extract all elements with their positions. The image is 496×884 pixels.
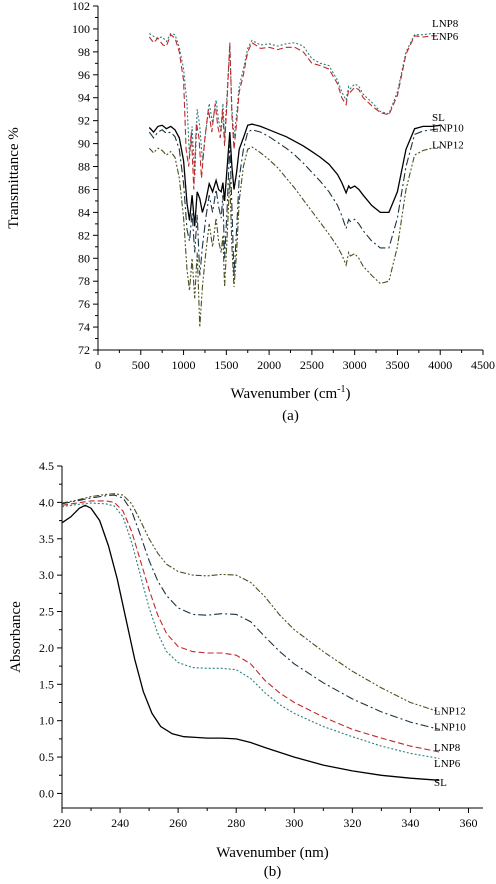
x-tick-label: 3000 xyxy=(343,358,367,372)
y-tick-label: 86 xyxy=(78,182,90,196)
y-tick-label: 74 xyxy=(78,320,90,334)
x-axis-title-text: Wavenumber (nm) xyxy=(216,845,329,861)
x-tick-label: 3500 xyxy=(385,358,409,372)
series-label-sl: SL xyxy=(434,777,447,789)
y-tick-label: 88 xyxy=(78,160,90,174)
series-line-lnp12 xyxy=(148,146,441,328)
x-tick-label: 4500 xyxy=(471,358,495,372)
x-tick-label: 300 xyxy=(285,816,303,830)
chart-panel-a: 0 500 1000 1500 2000 2500 3000 3500 4000 4500 72 74… xyxy=(6,0,495,424)
series-line-lnp10 xyxy=(61,494,440,730)
x-axis-title: Wavenumber (cm-1) xyxy=(230,384,350,402)
series-label-lnp10: LNP10 xyxy=(432,123,464,135)
series-label-lnp12: LNP12 xyxy=(432,140,464,152)
y-tick-label: 76 xyxy=(78,297,90,311)
series-label-lnp10: LNP10 xyxy=(434,722,466,734)
x-tick-label: 1500 xyxy=(214,358,238,372)
x-tick-label: 320 xyxy=(343,816,361,830)
y-tick-label: 3.0 xyxy=(39,568,54,582)
x-axis-title-close: ) xyxy=(346,386,351,402)
y-tick-label: 1.0 xyxy=(39,714,54,728)
series-label-sl: SL xyxy=(432,112,445,124)
x-tick-label: 280 xyxy=(227,816,245,830)
y-tick-label: 80 xyxy=(78,251,90,265)
y-tick-label: 98 xyxy=(78,45,90,59)
x-tick-label: 360 xyxy=(459,816,477,830)
y-tick-label: 1.5 xyxy=(39,677,54,691)
series-label-lnp8: LNP8 xyxy=(432,18,459,30)
y-axis-title: Transmittance % xyxy=(6,127,22,229)
x-tick-label: 2000 xyxy=(257,358,281,372)
series-line-lnp10 xyxy=(148,128,441,276)
y-tick-label: 0.0 xyxy=(39,786,54,800)
x-tick-label: 260 xyxy=(169,816,187,830)
x-tick-label: 1000 xyxy=(172,358,196,372)
y-tick-label: 94 xyxy=(78,91,90,105)
y-tick-label: 4.5 xyxy=(39,459,54,473)
y-tick-label: 96 xyxy=(78,68,90,82)
series-line-lnp6 xyxy=(61,502,440,760)
series-line-lnp8 xyxy=(148,32,441,179)
x-tick-label: 340 xyxy=(401,816,419,830)
panel-label: (a) xyxy=(282,408,299,424)
y-tick-label: 4.0 xyxy=(39,495,54,509)
y-tick-label: 92 xyxy=(78,114,90,128)
x-tick-label: 4000 xyxy=(428,358,452,372)
y-tick-label: 78 xyxy=(78,274,90,288)
series-label-lnp6: LNP6 xyxy=(434,758,461,770)
series-line-sl xyxy=(61,504,440,781)
series-line-lnp8 xyxy=(61,500,440,753)
y-tick-label: 2.0 xyxy=(39,641,54,655)
y-tick-label: 72 xyxy=(78,343,90,357)
y-tick-label: 102 xyxy=(72,0,90,13)
y-tick-label: 82 xyxy=(78,228,90,242)
y-tick-label: 90 xyxy=(78,137,90,151)
x-axis-title-text: Wavenumber (cm xyxy=(230,386,337,402)
series-label-lnp12: LNP12 xyxy=(434,705,466,717)
series-line-lnp12 xyxy=(61,493,440,713)
x-tick-label: 0 xyxy=(95,358,101,372)
x-tick-label: 500 xyxy=(132,358,150,372)
y-tick-label: 0.5 xyxy=(39,750,54,764)
y-tick-label: 3.5 xyxy=(39,532,54,546)
x-axis-title-superscript: -1 xyxy=(337,384,345,395)
x-tick-label: 220 xyxy=(53,816,71,830)
x-axis-title: Wavenumber (nm) xyxy=(216,845,329,861)
x-tick-label: 240 xyxy=(111,816,129,830)
panel-label: (b) xyxy=(264,864,282,880)
y-tick-label: 100 xyxy=(72,22,90,36)
y-axis-title: Absorbance xyxy=(8,601,24,673)
series-label-lnp6: LNP6 xyxy=(432,31,459,43)
chart-panel-b: 220 240 260 280 300 320 340 360 0.0 0.5 1.0 1.5 2.0 2… xyxy=(8,459,483,880)
series-label-lnp8: LNP8 xyxy=(434,742,461,754)
y-tick-label: 2.5 xyxy=(39,605,54,619)
y-tick-label: 84 xyxy=(78,205,90,219)
x-tick-label: 2500 xyxy=(300,358,324,372)
series-line-lnp6 xyxy=(148,33,441,190)
series-line-sl xyxy=(148,123,441,227)
